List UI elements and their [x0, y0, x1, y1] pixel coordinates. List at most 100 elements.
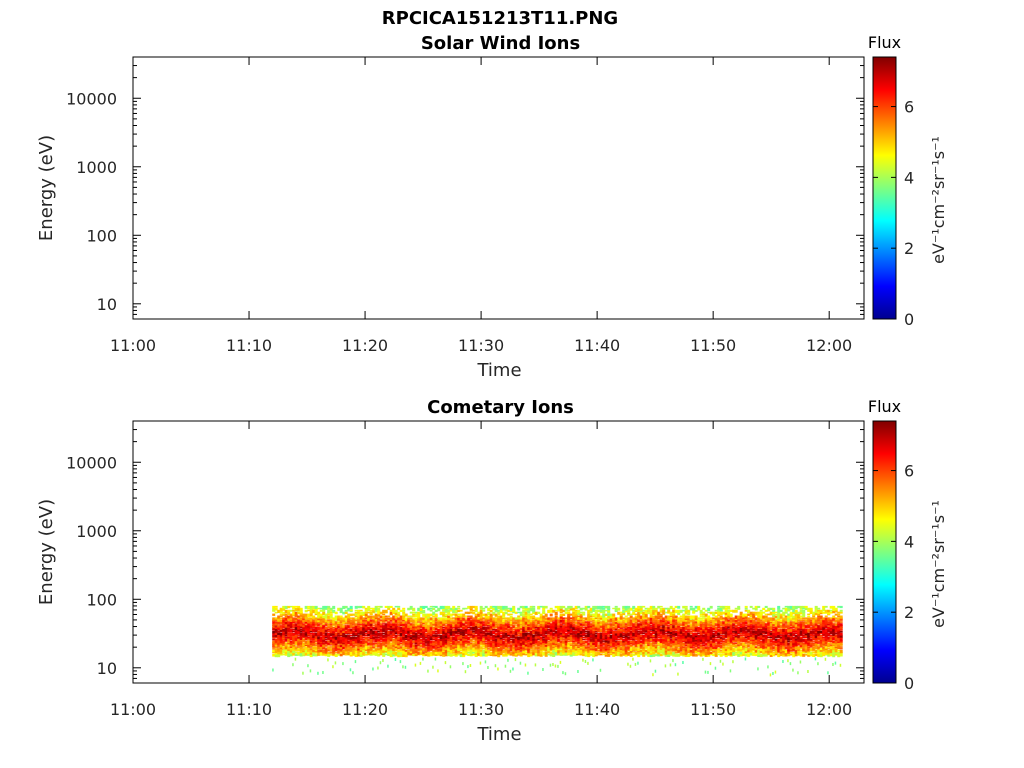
heatmap-cell [284, 651, 288, 655]
heatmap-cell [757, 623, 761, 627]
heatmap-cell [587, 613, 591, 617]
heatmap-cell [349, 630, 353, 633]
heatmap-cell [734, 644, 738, 648]
heatmap-cell [432, 621, 436, 624]
heatmap-cell [402, 621, 406, 624]
heatmap-cell [479, 607, 483, 610]
heatmap-cell [704, 632, 708, 636]
heatmap-cell [397, 605, 401, 608]
heatmap-cell [564, 651, 568, 656]
heatmap-cell [387, 621, 391, 625]
heatmap-cell [732, 650, 736, 653]
heatmap-cell [509, 619, 513, 622]
heatmap-cell [394, 609, 398, 613]
heatmap-cell [634, 628, 638, 631]
heatmap-cell [719, 659, 722, 663]
heatmap-cell [429, 609, 433, 612]
heatmap-cell [767, 627, 771, 631]
heatmap-cell [637, 627, 641, 629]
heatmap-cell [399, 627, 403, 630]
heatmap-cell [532, 627, 536, 631]
heatmap-cell [389, 650, 393, 653]
heatmap-cell [427, 646, 431, 650]
y-tick-label: 10000 [66, 89, 117, 108]
heatmap-cell [407, 634, 411, 637]
heatmap-cell [457, 636, 461, 640]
heatmap-cell [349, 619, 353, 623]
heatmap-cell [337, 617, 341, 621]
heatmap-cell [589, 623, 593, 627]
heatmap-cell [282, 625, 286, 629]
heatmap-cell [412, 607, 416, 611]
heatmap-cell [409, 648, 413, 652]
heatmap-cell [642, 642, 646, 644]
heatmap-cell [467, 648, 471, 652]
heatmap-cell [497, 611, 501, 615]
heatmap-cell [759, 632, 763, 636]
heatmap-cell [682, 623, 686, 626]
heatmap-cell [382, 609, 386, 613]
heatmap-cell [659, 648, 663, 650]
heatmap-cell [384, 625, 388, 628]
heatmap-cell [567, 638, 571, 641]
heatmap-cell [429, 648, 433, 651]
heatmap-cell [284, 642, 288, 646]
heatmap-cell [467, 621, 471, 624]
heatmap-cell [397, 607, 401, 611]
heatmap-cell [547, 623, 551, 626]
heatmap-cell [619, 636, 623, 639]
heatmap-cell [537, 636, 541, 639]
heatmap-cell [279, 628, 283, 632]
heatmap-cell [489, 636, 493, 639]
heatmap-cell [752, 625, 756, 629]
heatmap-cell [597, 613, 601, 617]
heatmap-cell [469, 650, 473, 653]
heatmap-cell [507, 623, 511, 626]
heatmap-cell [737, 653, 741, 657]
heatmap-cell [509, 651, 513, 655]
heatmap-cell [609, 628, 613, 632]
heatmap-cell [384, 605, 388, 608]
heatmap-cell [294, 632, 298, 635]
heatmap-cell [317, 650, 321, 653]
heatmap-cell [509, 669, 512, 673]
heatmap-cell [357, 632, 361, 635]
heatmap-cell [599, 628, 603, 632]
heatmap-cell [324, 640, 328, 644]
heatmap-cell [552, 632, 556, 636]
heatmap-cell [542, 617, 546, 621]
heatmap-cell [342, 623, 346, 625]
heatmap-cell [397, 613, 401, 617]
heatmap-cell [277, 634, 281, 638]
heatmap-cell [764, 642, 768, 645]
heatmap-cell [579, 607, 583, 611]
heatmap-cell [584, 660, 587, 663]
heatmap-cell [654, 653, 658, 657]
heatmap-cell [722, 650, 726, 653]
heatmap-cell [749, 636, 753, 640]
heatmap-cell [702, 621, 706, 624]
heatmap-cell [474, 636, 478, 640]
heatmap-cell [317, 615, 321, 619]
heatmap-cell [612, 642, 616, 646]
heatmap-cell [717, 628, 721, 632]
heatmap-cell [712, 653, 716, 657]
heatmap-cell [717, 640, 721, 644]
heatmap-cell [582, 623, 586, 626]
heatmap-cell [544, 619, 548, 622]
heatmap-cell [444, 607, 448, 612]
heatmap-cell [429, 632, 433, 636]
heatmap-cell [709, 619, 713, 623]
heatmap-cell [344, 653, 348, 656]
heatmap-cell [482, 625, 486, 627]
heatmap-cell [629, 619, 633, 623]
heatmap-cell [679, 644, 683, 647]
heatmap-cell [574, 650, 578, 654]
heatmap-cell [629, 644, 633, 647]
heatmap-cell [359, 625, 363, 627]
heatmap-cell [742, 651, 746, 655]
heatmap-cell [329, 628, 333, 633]
heatmap-cell [379, 628, 383, 632]
heatmap-cell [542, 650, 546, 652]
heatmap-cell [334, 636, 338, 640]
